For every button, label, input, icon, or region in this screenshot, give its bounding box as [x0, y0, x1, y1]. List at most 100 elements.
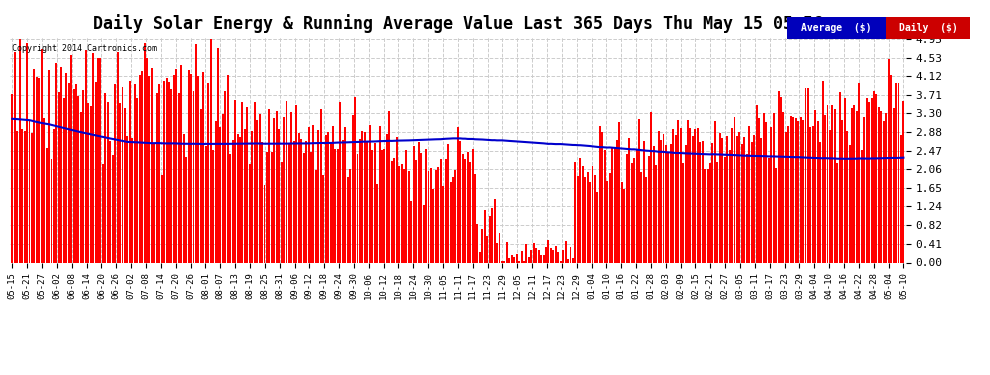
Bar: [734, 117, 736, 262]
Bar: [672, 129, 674, 262]
Bar: [511, 255, 513, 262]
Bar: [731, 128, 733, 262]
Bar: [117, 52, 119, 262]
Bar: [378, 126, 380, 262]
Bar: [239, 137, 241, 262]
Bar: [278, 129, 280, 262]
Bar: [805, 88, 807, 262]
Bar: [247, 107, 248, 262]
Bar: [557, 252, 559, 262]
Bar: [518, 261, 520, 262]
Bar: [205, 146, 207, 262]
Bar: [36, 77, 38, 262]
Bar: [521, 251, 523, 262]
Bar: [430, 168, 432, 262]
Bar: [486, 236, 488, 262]
Bar: [479, 252, 481, 262]
Bar: [780, 97, 782, 262]
Bar: [885, 113, 887, 262]
Bar: [697, 128, 699, 262]
Bar: [406, 150, 408, 262]
Bar: [667, 153, 669, 262]
Bar: [244, 129, 246, 262]
Bar: [861, 150, 862, 262]
Bar: [438, 167, 440, 262]
Bar: [750, 142, 752, 262]
Bar: [175, 69, 177, 262]
Bar: [354, 97, 356, 262]
Bar: [807, 88, 809, 262]
Bar: [356, 154, 358, 262]
Bar: [49, 70, 50, 262]
Bar: [165, 78, 167, 262]
Bar: [893, 108, 895, 262]
Bar: [554, 246, 556, 262]
Bar: [760, 138, 762, 262]
Bar: [449, 182, 451, 262]
Bar: [624, 189, 626, 262]
Bar: [647, 156, 649, 262]
Bar: [677, 120, 679, 262]
Bar: [489, 216, 491, 262]
Bar: [601, 132, 603, 262]
Bar: [822, 81, 824, 262]
Bar: [266, 152, 268, 262]
Bar: [318, 130, 320, 262]
Bar: [298, 134, 300, 262]
Bar: [46, 148, 48, 262]
Bar: [411, 201, 413, 262]
Bar: [373, 143, 375, 262]
Bar: [142, 71, 144, 262]
Bar: [107, 102, 109, 262]
Bar: [119, 103, 121, 262]
Bar: [104, 93, 106, 262]
Bar: [29, 120, 31, 262]
Bar: [261, 142, 263, 262]
Bar: [645, 177, 647, 262]
Bar: [300, 139, 302, 262]
Bar: [425, 148, 427, 262]
Bar: [308, 127, 310, 262]
Bar: [680, 128, 682, 262]
Bar: [634, 158, 636, 262]
Bar: [900, 135, 902, 262]
Bar: [388, 111, 390, 262]
Bar: [403, 169, 405, 262]
Bar: [303, 153, 305, 262]
Bar: [158, 84, 160, 262]
Bar: [337, 149, 339, 262]
Bar: [170, 89, 172, 262]
Bar: [832, 105, 834, 262]
Bar: [85, 50, 87, 262]
Bar: [675, 135, 677, 262]
Bar: [293, 141, 295, 262]
Bar: [342, 140, 344, 262]
Title: Daily Solar Energy & Running Average Value Last 365 Days Thu May 15 05:56: Daily Solar Energy & Running Average Val…: [93, 14, 823, 33]
Bar: [447, 144, 449, 262]
Bar: [215, 121, 217, 262]
Bar: [574, 162, 576, 262]
Bar: [415, 160, 417, 262]
Bar: [180, 65, 182, 262]
Bar: [481, 230, 483, 262]
Bar: [528, 257, 530, 262]
Bar: [330, 142, 332, 262]
Bar: [903, 101, 905, 262]
Bar: [815, 110, 817, 262]
Bar: [582, 166, 584, 262]
Bar: [875, 94, 877, 262]
Bar: [376, 184, 378, 262]
Bar: [315, 170, 317, 262]
Bar: [234, 100, 236, 262]
Bar: [843, 98, 845, 262]
Bar: [819, 142, 821, 262]
Bar: [323, 175, 324, 262]
Bar: [112, 155, 114, 262]
Bar: [144, 43, 146, 262]
Bar: [464, 159, 466, 262]
Bar: [428, 171, 430, 262]
Bar: [513, 257, 515, 262]
Bar: [549, 248, 551, 262]
Bar: [469, 162, 471, 262]
Bar: [689, 128, 691, 262]
